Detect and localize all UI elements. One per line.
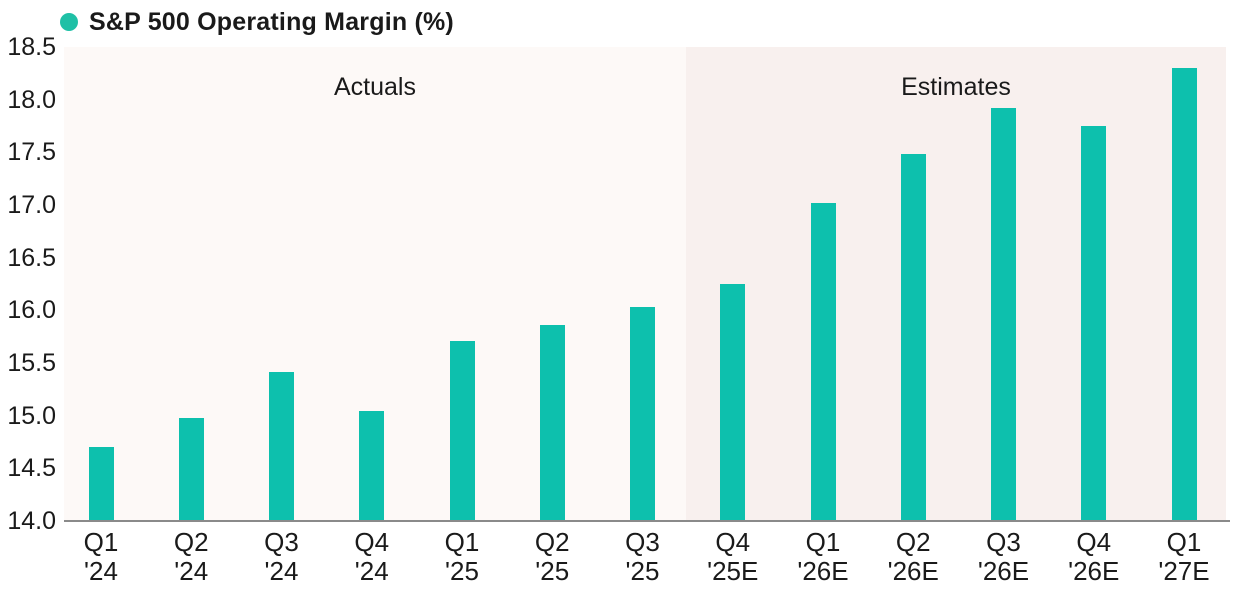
legend: S&P 500 Operating Margin (%) [60,7,454,37]
x-tick-label: Q3'25 [625,527,660,586]
bar [269,372,294,521]
bar [630,307,655,521]
y-tick-label: 16.5 [7,243,56,272]
x-tick-label: Q1'27E [1158,527,1210,586]
estimates-label: Estimates [901,73,1011,101]
x-tick-label: Q1'26E [797,527,849,586]
x-tick-label: Q2'24 [173,527,209,586]
x-tick-label: Q1'25 [444,527,480,586]
y-tick-label: 14.5 [7,454,56,483]
bar [539,325,565,521]
y-tick-label: 14.0 [7,507,56,535]
x-tick-label: Q4'26E [1068,527,1120,586]
y-tick-label: 15.5 [7,349,56,377]
bar [88,447,114,521]
bar [359,411,385,521]
y-tick-label: 16.0 [7,296,56,325]
actuals-label: Actuals [334,73,416,101]
x-tick-label: Q3'24 [264,527,299,586]
y-tick-label: 17.0 [7,191,56,219]
bar [1171,68,1197,521]
estimates-region: Estimates [686,47,1226,521]
bar [900,154,926,521]
bar [178,417,204,521]
y-tick-label: 18.5 [7,33,56,61]
x-tick-label: Q3'26E [977,527,1030,586]
bar [720,284,746,521]
x-tick-label: Q4'24 [354,527,390,586]
x-tick-label: Q2'26E [887,527,939,586]
bar [991,108,1016,521]
x-tick-label: Q2'25 [534,527,570,586]
bar [1081,126,1107,521]
x-tick-label: Q4'25E [707,527,759,586]
x-axis-line [64,520,1230,522]
y-tick-label: 15.0 [7,401,56,430]
y-tick-label: 18.0 [7,85,56,114]
legend-label: S&P 500 Operating Margin (%) [89,7,454,36]
y-tick-label: 17.5 [7,138,56,167]
legend-marker-icon [60,13,78,31]
bar [449,340,475,521]
bar [810,202,836,521]
x-tick-label: Q1'24 [83,527,119,586]
